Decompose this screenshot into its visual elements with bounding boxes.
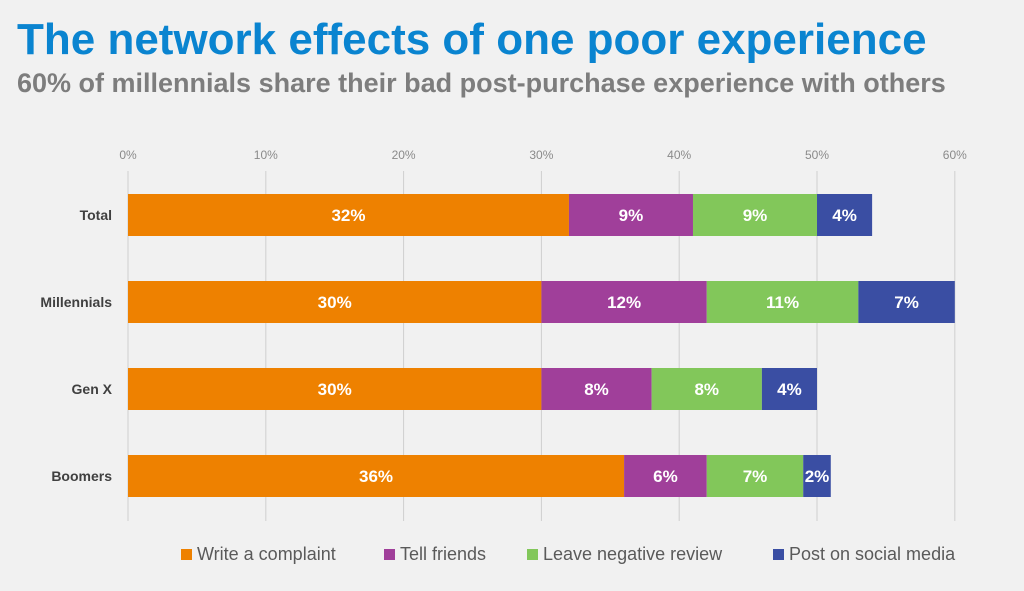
- bar-segment: [541, 368, 652, 410]
- data-label: 4%: [832, 206, 857, 225]
- bars: [128, 194, 955, 497]
- bar-segment: [817, 194, 873, 236]
- bar-segment: [858, 281, 955, 323]
- x-tick-label: 20%: [392, 148, 416, 162]
- bar-segment: [706, 281, 859, 323]
- data-label: 30%: [318, 293, 352, 312]
- category-label: Gen X: [72, 381, 113, 397]
- data-label: 8%: [584, 380, 609, 399]
- bar-segment: [128, 194, 569, 236]
- legend-label: Leave negative review: [543, 543, 723, 564]
- legend-item: Write a complaint: [181, 541, 336, 567]
- bar-data-labels: 32% 9% 9% 4% 30% 12% 11% 7% 30% 8% 8% 4% 36% 6% 7% 2%: [318, 206, 919, 486]
- category-label: Boomers: [51, 468, 112, 484]
- data-label: 32%: [331, 206, 365, 225]
- data-label: 2%: [805, 467, 830, 486]
- legend-swatch: [773, 548, 784, 560]
- page-title: The network effects of one poor experien…: [17, 15, 927, 64]
- x-tick-label: 50%: [805, 148, 829, 162]
- x-tick-label: 0%: [119, 148, 137, 162]
- x-axis-ticks: 0% 10% 20% 30% 40% 50% 60%: [119, 148, 967, 162]
- category-label: Millennials: [40, 294, 112, 310]
- data-label: 9%: [619, 206, 644, 225]
- x-tick-label: 30%: [529, 148, 553, 162]
- legend-label: Write a complaint: [197, 543, 336, 564]
- bar-segment: [624, 455, 707, 497]
- x-tick-label: 10%: [254, 148, 278, 162]
- legend-item: Post on social media: [773, 541, 955, 567]
- legend-label: Tell friends: [400, 543, 487, 564]
- legend-label: Post on social media: [789, 543, 956, 564]
- x-tick-label: 40%: [667, 148, 691, 162]
- data-label: 36%: [359, 467, 393, 486]
- chart-legend: Write a complaint Tell friends Leave negat…: [0, 541, 1024, 567]
- legend-item: Tell friends: [384, 541, 486, 567]
- data-label: 9%: [743, 206, 768, 225]
- legend-swatch: [527, 548, 538, 560]
- bar-segment: [541, 281, 707, 323]
- data-label: 6%: [653, 467, 678, 486]
- bar-segment: [706, 455, 804, 497]
- bar-segment: [803, 455, 831, 497]
- data-label: 7%: [894, 293, 919, 312]
- legend-swatch: [384, 548, 395, 560]
- bar-segment: [761, 368, 817, 410]
- data-label: 30%: [318, 380, 352, 399]
- legend-swatch: [181, 548, 192, 560]
- data-label: 11%: [766, 293, 799, 312]
- bar-segment: [692, 194, 817, 236]
- data-label: 7%: [743, 467, 768, 486]
- bar-segment: [651, 368, 762, 410]
- category-label: Total: [80, 207, 112, 223]
- legend-item: Leave negative review: [527, 541, 722, 567]
- data-label: 8%: [694, 380, 719, 399]
- category-labels: Total Millennials Gen X Boomers: [40, 207, 112, 484]
- data-label: 4%: [777, 380, 802, 399]
- bar-segment: [128, 368, 542, 410]
- bar-segment: [568, 194, 693, 236]
- page-subtitle: 60% of millennials share their bad post-…: [17, 68, 946, 98]
- x-tick-label: 60%: [943, 148, 967, 162]
- data-label: 12%: [607, 293, 641, 312]
- bar-segment: [128, 455, 625, 497]
- bar-segment: [128, 281, 542, 323]
